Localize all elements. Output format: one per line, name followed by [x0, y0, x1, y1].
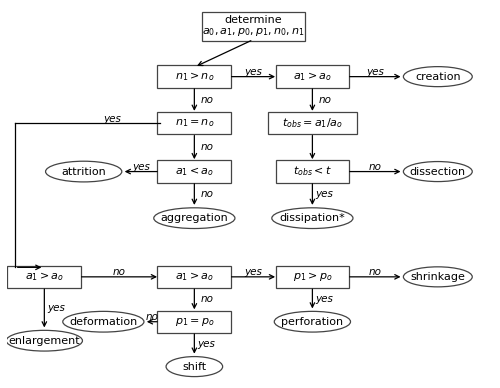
FancyBboxPatch shape [158, 66, 231, 88]
Text: no: no [368, 267, 382, 277]
Text: yes: yes [244, 67, 262, 77]
Ellipse shape [272, 208, 353, 229]
Text: $a_1 < a_o$: $a_1 < a_o$ [175, 165, 214, 178]
Text: $t_{obs} < t$: $t_{obs} < t$ [293, 165, 332, 178]
Ellipse shape [6, 330, 82, 351]
Ellipse shape [166, 357, 222, 377]
Ellipse shape [154, 208, 235, 229]
FancyBboxPatch shape [268, 112, 356, 135]
Text: $p_1 = p_o$: $p_1 = p_o$ [174, 316, 214, 328]
Text: $n_1 > n_o$: $n_1 > n_o$ [174, 70, 214, 83]
Text: aggregation: aggregation [160, 213, 228, 223]
Text: yes: yes [103, 114, 121, 124]
Text: no: no [200, 294, 213, 304]
FancyBboxPatch shape [158, 310, 231, 333]
Ellipse shape [274, 311, 350, 332]
FancyBboxPatch shape [276, 266, 349, 288]
Ellipse shape [404, 267, 472, 287]
Text: yes: yes [366, 67, 384, 77]
Text: creation: creation [415, 72, 461, 81]
Text: no: no [200, 95, 213, 105]
Text: yes: yes [316, 294, 334, 304]
Text: $n_1 = n_o$: $n_1 = n_o$ [174, 117, 214, 129]
FancyBboxPatch shape [202, 12, 305, 41]
Text: no: no [318, 95, 331, 105]
Text: dissipation*: dissipation* [280, 213, 345, 223]
Text: yes: yes [132, 162, 150, 172]
Text: $a_1 > a_o$: $a_1 > a_o$ [293, 70, 332, 83]
Ellipse shape [404, 161, 472, 182]
Text: yes: yes [244, 267, 262, 277]
Text: $a_1 > a_o$: $a_1 > a_o$ [25, 270, 64, 283]
Text: determine
$a_0, a_1, p_0, p_1, n_0, n_1$: determine $a_0, a_1, p_0, p_1, n_0, n_1$ [202, 15, 305, 38]
Text: no: no [200, 142, 213, 152]
Text: shrinkage: shrinkage [410, 272, 466, 282]
FancyBboxPatch shape [158, 266, 231, 288]
Text: no: no [200, 189, 213, 199]
Text: no: no [113, 267, 126, 277]
Text: yes: yes [198, 339, 216, 349]
Text: yes: yes [48, 303, 66, 314]
FancyBboxPatch shape [8, 266, 81, 288]
Ellipse shape [404, 67, 472, 87]
Ellipse shape [46, 161, 122, 182]
Text: shift: shift [182, 362, 206, 372]
FancyBboxPatch shape [276, 66, 349, 88]
Text: no: no [146, 312, 158, 322]
FancyBboxPatch shape [158, 112, 231, 135]
Text: $t_{obs} = a_1/a_o$: $t_{obs} = a_1/a_o$ [282, 116, 343, 130]
Ellipse shape [63, 311, 144, 332]
Text: yes: yes [316, 189, 334, 199]
FancyBboxPatch shape [276, 160, 349, 183]
Text: attrition: attrition [62, 166, 106, 177]
Text: enlargement: enlargement [8, 336, 80, 346]
Text: dissection: dissection [410, 166, 466, 177]
Text: $p_1 > p_o$: $p_1 > p_o$ [292, 270, 332, 283]
Text: $a_1 > a_o$: $a_1 > a_o$ [175, 270, 214, 283]
Text: no: no [368, 162, 382, 172]
FancyBboxPatch shape [158, 160, 231, 183]
Text: perforation: perforation [282, 317, 344, 327]
Text: deformation: deformation [69, 317, 138, 327]
